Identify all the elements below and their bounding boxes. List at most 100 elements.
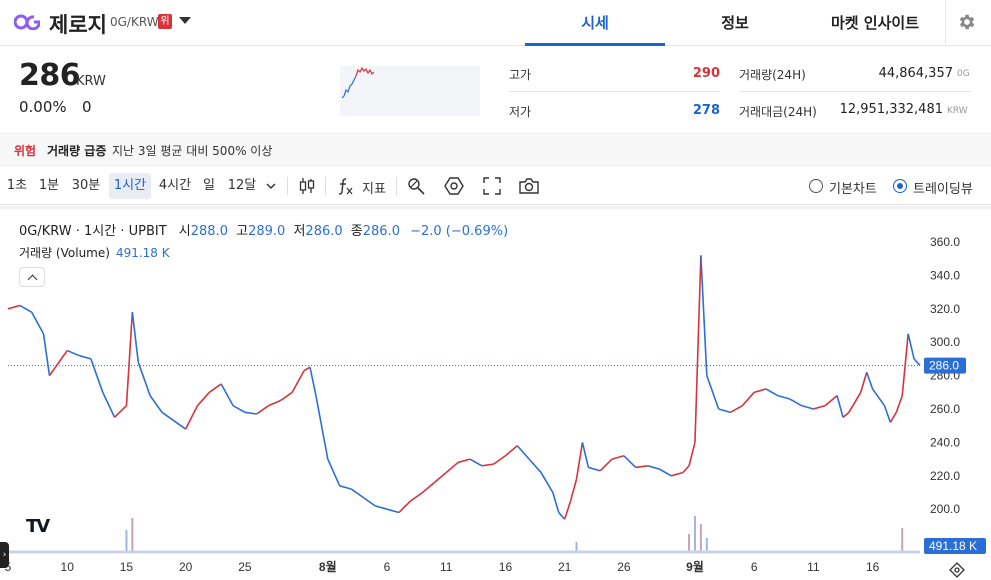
settings-hexagon-icon[interactable] [444,176,464,196]
last-volume-tag [924,538,986,554]
change-price: 0 [82,98,92,116]
price-segment [386,508,400,514]
price-segment [706,375,720,410]
x-tick-label: 11 [807,560,820,574]
last-price-tag [924,357,966,374]
price-segment [309,367,317,396]
x-tick-label: 16 [866,560,880,574]
price-segment [66,349,80,357]
y-tick-label: 220.0 [930,469,960,483]
price-segment [90,358,104,393]
timeframe-30m[interactable]: 30분 [71,178,101,193]
price-segment [883,405,892,423]
divider [739,91,971,92]
x-tick-label: 6 [751,560,758,574]
timeframe-4h[interactable]: 4시간 [158,178,192,193]
high-label: 고 [236,224,249,239]
tab-market-insight[interactable]: 마켓 인사이트 [830,14,920,32]
price-unit: KRW [76,74,106,89]
amount-24h-unit: KRW [947,106,968,116]
price-segment [813,404,826,410]
price-segment [694,255,702,443]
timeframe-1s[interactable]: 1초 [6,178,28,193]
price-segment [410,491,424,502]
warning-badge: 위 [158,14,172,29]
price-segment [789,398,802,407]
price-segment [256,405,270,415]
price-segment [54,350,68,368]
tab-price[interactable]: 시세 [581,14,609,32]
close-label: 종 [350,224,363,239]
current-price: 286 [19,58,81,93]
price-segment [588,466,601,472]
tab-info[interactable]: 정보 [721,14,749,32]
price-segment [469,458,483,467]
tradingview-logo-icon[interactable]: TV [26,516,50,537]
volume-bar [575,542,578,552]
price-segment [528,458,542,473]
timeframe-1m[interactable]: 1분 [38,178,60,193]
radio-tradingview[interactable] [893,179,907,193]
price-segment [125,312,134,406]
gear-icon[interactable] [957,12,977,32]
price-segment [516,445,530,460]
top-header: 제로지 0G/KRW 위 시세 정보 마켓 인사이트 [0,0,991,46]
coin-logo-icon [14,14,40,30]
basic-chart-label[interactable]: 기본차트 [829,182,877,197]
fullscreen-icon[interactable] [482,176,502,196]
price-segment [220,383,234,407]
price-segment [374,505,388,510]
scale-settings-icon[interactable] [949,562,965,578]
timeframe-more-chevron-down-icon[interactable] [264,179,278,193]
y-tick-label: 240.0 [930,435,960,449]
x-tick-label: 10 [61,560,75,574]
radio-basic-chart[interactable] [809,179,823,193]
candlestick-icon[interactable] [297,176,317,196]
price-chart[interactable]: 360.0 340.0 320.0 300.0 280.0 260.0 240.0 220.0… [0,206,991,580]
price-segment [398,500,412,514]
price-segment [569,478,578,502]
price-segment [481,463,494,467]
volume-24h-label: 거래량(24H) [739,68,806,82]
price-segment [824,395,838,407]
price-segment [718,408,731,414]
indicator-label[interactable]: 지표 [362,182,386,197]
coin-selector-chevron-down-icon[interactable] [179,17,191,24]
y-tick-label: 260.0 [930,402,960,416]
chart-symbol: 0G/KRW · 1시간 · UPBIT [19,224,167,239]
divider [509,91,720,92]
volume-24h-value: 44,864,357 [878,66,953,81]
side-panel-toggle-button[interactable]: › [0,542,9,568]
price-segment [131,312,140,363]
price-segment [445,461,459,474]
coin-name[interactable]: 제로지 [49,13,107,37]
volume-legend: 거래량 (Volume) 491.18 K [19,244,170,261]
x-tick-label: 11 [440,560,453,574]
tradingview-label[interactable]: 트레이딩뷰 [913,182,973,197]
volume-value: 491.18 K [115,246,170,260]
timeframe-12mo[interactable]: 12달 [227,178,257,193]
timeframe-day[interactable]: 일 [203,178,215,193]
price-segment [433,471,447,484]
x-tick-label: 20 [179,560,193,574]
price-chart-svg[interactable]: 360.0340.0320.0300.0280.0260.0240.0220.0… [0,209,991,580]
price-segment [48,366,57,377]
price-segment [836,395,844,418]
last-volume-label: 491.18 K [929,539,977,553]
camera-icon[interactable] [518,176,540,196]
open-label: 시 [178,224,191,239]
volume-bar [125,530,128,552]
collapse-legend-button[interactable] [19,267,45,287]
price-segment [671,471,684,477]
drawing-tools-icon[interactable] [406,176,426,196]
active-tab-underline [525,43,665,46]
price-segment [30,311,45,335]
price-segment [563,500,572,520]
price-segment [599,458,613,472]
divider [396,177,397,195]
price-segment [765,388,779,397]
price-segment [871,388,886,407]
function-fx-icon[interactable] [335,176,355,196]
timeframe-1h[interactable]: 1시간 [109,173,151,199]
price-segment [208,383,222,393]
